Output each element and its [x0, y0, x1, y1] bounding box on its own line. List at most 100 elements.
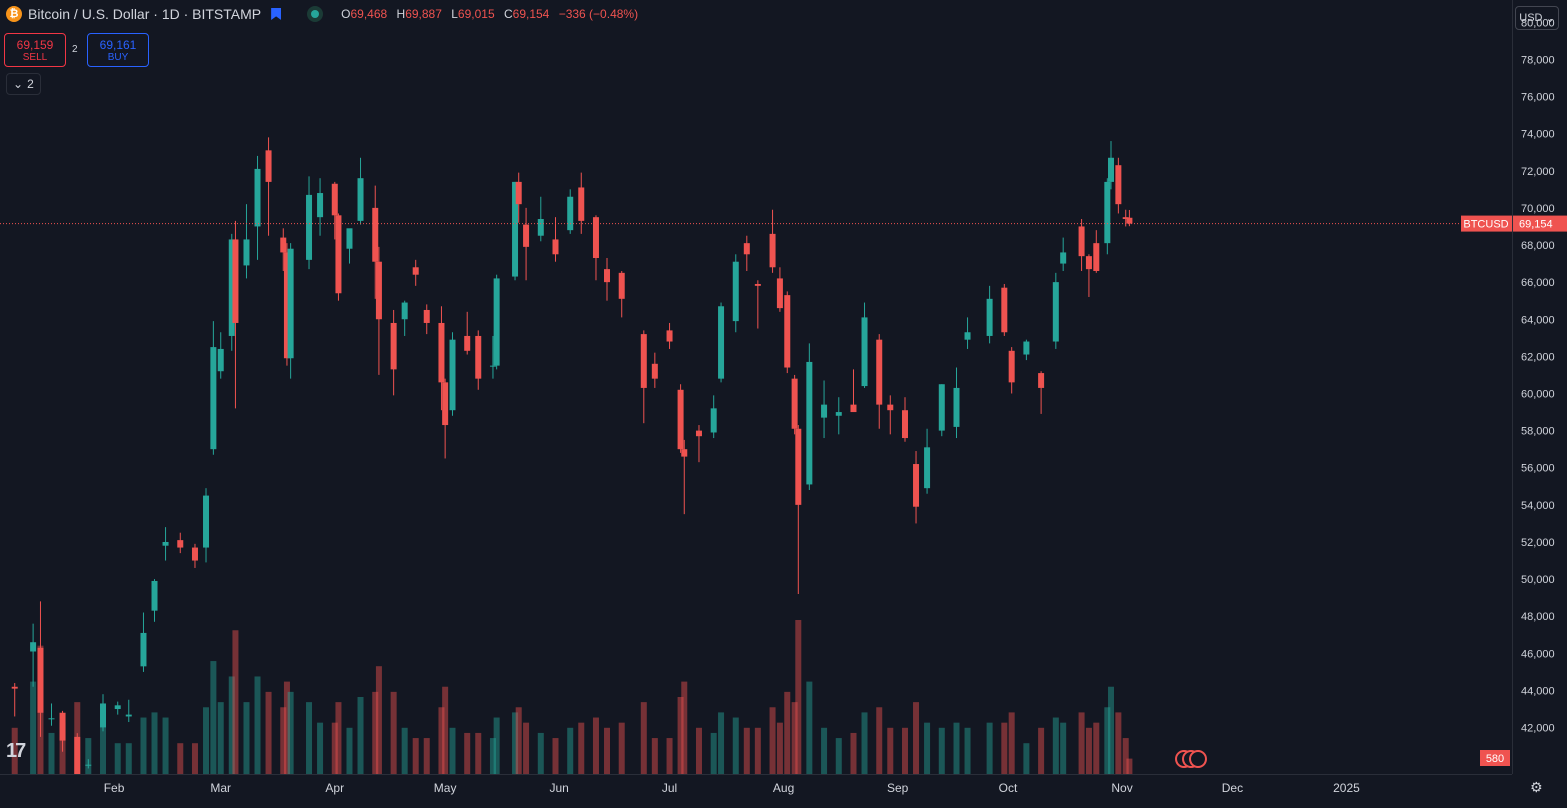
volume-bar [48, 732, 55, 774]
candle-body [475, 335, 482, 379]
candle-body [666, 330, 673, 342]
volume-bar [604, 727, 611, 774]
market-open-dot [311, 10, 320, 18]
candle-body [280, 237, 287, 253]
chart-pane[interactable]: BTCUSD 580 [0, 0, 1512, 774]
price-axis[interactable]: 42,000 44,000 46,000 48,000 50,000 52,000 54,0… [1512, 0, 1567, 774]
candle-body [346, 228, 353, 249]
open-value: 69,468 [350, 7, 388, 21]
candle-body [732, 261, 739, 322]
volume-bar [1060, 722, 1067, 774]
spread-value: 2 [72, 44, 78, 55]
volume-bar [375, 666, 382, 774]
price-tick-label: 70,000 [1521, 203, 1555, 215]
candle-body [375, 261, 382, 320]
candle-body [640, 334, 647, 388]
volume-bar [11, 727, 18, 774]
volume-bar [1108, 686, 1115, 774]
volume-bar [795, 620, 802, 774]
volume-bar [666, 738, 673, 774]
candle-body [795, 428, 802, 505]
candle-body [1008, 350, 1015, 383]
time-tick-label: Apr [325, 781, 344, 795]
volume-bar [232, 630, 239, 774]
candle-body [210, 347, 217, 450]
candle-body [964, 332, 971, 340]
candle-body [1115, 165, 1122, 205]
candle-body [901, 410, 908, 439]
currency-label: USD [1519, 12, 1543, 24]
time-axis[interactable]: Feb Mar Apr May Jun Jul Aug Sep Oct Nov Dec 2025 [0, 774, 1512, 803]
volume-bar [210, 661, 217, 774]
indicators-toggle-button[interactable]: ⌄ 2 [6, 73, 41, 95]
price-tick-label: 54,000 [1521, 500, 1555, 512]
volume-bar [30, 681, 37, 774]
candlestick-chart[interactable]: BTCUSD 580 [0, 0, 1512, 774]
ohlc-values: O69,468 H69,887 L69,015 C69,154 −336 (−0… [341, 7, 644, 21]
volume-tag-label: 580 [1486, 753, 1504, 765]
volume-bar [732, 717, 739, 774]
candle-body [438, 322, 445, 383]
time-tick-label: 2025 [1333, 781, 1360, 795]
candle-body [74, 736, 81, 774]
price-tick-label: 52,000 [1521, 537, 1555, 549]
volume-bar [876, 707, 883, 774]
volume-bar [1104, 707, 1111, 774]
candle-body [784, 295, 791, 368]
candle-body [924, 447, 931, 489]
volume-bar [695, 727, 702, 774]
price-tick-label: 56,000 [1521, 463, 1555, 475]
symbol-header: ₿ Bitcoin / U.S. Dollar · 1D · BITSTAMP … [6, 6, 644, 22]
candle-body [177, 540, 184, 548]
candle-body [114, 705, 121, 710]
candle-body [203, 495, 210, 548]
volume-bar [243, 702, 250, 774]
gear-icon[interactable]: ⚙ [1530, 779, 1543, 795]
tradingview-logo[interactable]: 17 [6, 740, 26, 762]
market-status-icon[interactable] [307, 6, 324, 22]
price-tick-label: 64,000 [1521, 314, 1555, 326]
volume-bar [592, 717, 599, 774]
price-tick-label: 76,000 [1521, 92, 1555, 104]
volume-bar [861, 712, 868, 774]
candle-body [283, 252, 290, 359]
bitcoin-icon: ₿ [6, 6, 22, 22]
price-tick-label: 50,000 [1521, 574, 1555, 586]
volume-bar [681, 681, 688, 774]
flag-icon[interactable] [271, 8, 282, 20]
volume-bar [317, 722, 324, 774]
volume-bar [567, 727, 574, 774]
chevron-down-icon: ⌄ [13, 77, 24, 91]
price-change: −336 (−0.48%) [558, 7, 639, 21]
volume-bar [1122, 738, 1129, 774]
currency-selector[interactable]: USD ⌄ [1515, 6, 1559, 30]
indicators-count: 2 [27, 77, 34, 91]
candle-body [806, 361, 813, 485]
volume-bar [901, 727, 908, 774]
symbol-title[interactable]: Bitcoin / U.S. Dollar · 1D · BITSTAMP [28, 6, 262, 22]
volume-bar [438, 707, 445, 774]
volume-bar [1126, 758, 1133, 774]
high-label: H [396, 7, 406, 21]
time-tick-label: May [434, 781, 457, 795]
volume-bar [335, 702, 342, 774]
buy-button[interactable]: 69,161 BUY [87, 33, 149, 67]
volume-bar [1023, 743, 1030, 774]
candle-body [710, 408, 717, 433]
volume-bar [162, 717, 169, 774]
time-tick-label: Sep [887, 781, 909, 795]
candle-body [331, 183, 338, 216]
candle-body [1122, 217, 1129, 220]
candle-body [776, 278, 783, 309]
sell-button[interactable]: 69,159 SELL [4, 33, 66, 67]
candle-body [191, 547, 198, 561]
volume-bar [677, 697, 684, 774]
volume-bar [743, 727, 750, 774]
candle-body [718, 306, 725, 379]
candle-body [769, 233, 776, 268]
candle-body [1126, 217, 1133, 224]
candle-body [677, 389, 684, 450]
time-tick-label: Dec [1222, 781, 1243, 795]
candle-body [1085, 256, 1092, 270]
candle-body [1001, 287, 1008, 333]
